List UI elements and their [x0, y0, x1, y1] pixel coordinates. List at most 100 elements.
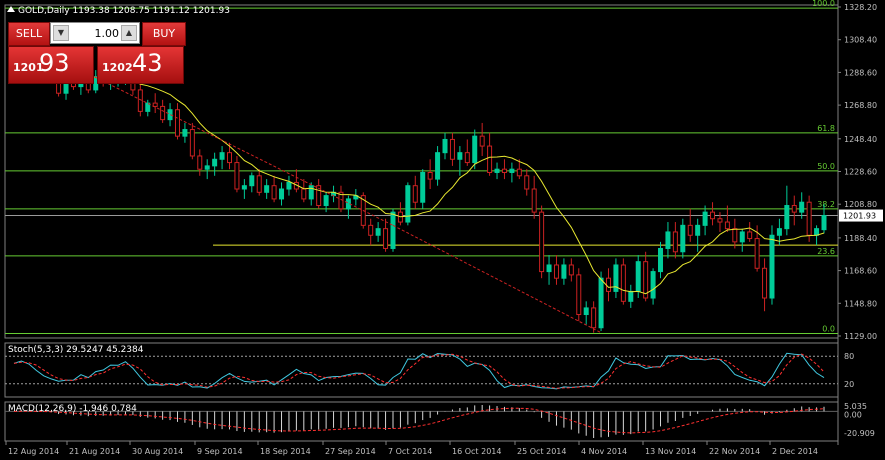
price-axis-label: 1268.80 [844, 101, 877, 110]
candle-body [561, 264, 567, 279]
candle-body [152, 102, 158, 107]
sell-price-quote[interactable]: 1201 93 [8, 46, 94, 84]
candle-body [182, 129, 188, 137]
candle-body [286, 181, 292, 190]
candle-body [212, 158, 218, 167]
candle-body [420, 171, 426, 203]
buy-price-pips: 43 [132, 49, 163, 77]
candle-body [799, 201, 805, 213]
macd-axis-label: 0.00 [844, 410, 862, 419]
candle-body [591, 307, 597, 329]
candle-body [806, 201, 812, 236]
date-axis-label: 9 Sep 2014 [197, 447, 243, 456]
candle-body [271, 185, 277, 200]
candle-body [821, 215, 827, 231]
chart-header: GOLD,Daily 1193.38 1208.75 1191.12 1201.… [18, 6, 230, 16]
candle-body [375, 228, 381, 236]
price-axis-label: 1129.00 [844, 332, 877, 341]
candle-body [249, 175, 255, 187]
candle-body [724, 221, 730, 230]
price-axis-label: 1308.40 [844, 36, 877, 45]
sell-price-prefix: 1201 [13, 61, 44, 74]
candle-body [628, 290, 634, 302]
candle-body [784, 205, 790, 230]
candle-body [791, 205, 797, 213]
candle-body [390, 211, 396, 249]
candle-body [509, 168, 515, 173]
price-axis-label: 1328.20 [844, 3, 877, 12]
candle-body [412, 185, 418, 203]
price-axis-label: 1188.40 [844, 234, 877, 243]
candle-body [204, 165, 210, 170]
collapse-triangle-icon[interactable] [7, 6, 15, 12]
candle-body [323, 195, 329, 207]
trend-line-down-2 [392, 224, 602, 334]
candle-body [710, 211, 716, 220]
candle-body [598, 277, 604, 329]
buy-button[interactable]: BUY [142, 22, 186, 46]
candle-body [435, 152, 441, 180]
candle-body [605, 277, 611, 292]
date-axis-label: 2 Dec 2014 [772, 447, 818, 456]
candle-body [516, 168, 522, 177]
date-axis-label: 27 Sep 2014 [325, 447, 376, 456]
stoch-title: Stoch(5,3,3) 29.5247 45.2384 [8, 345, 144, 355]
candle-body [702, 211, 708, 226]
stoch-signal-line [13, 353, 825, 389]
candle-body [227, 152, 233, 164]
fib-level-label: 23.6 [817, 247, 835, 256]
price-axis-label: 1148.80 [844, 299, 877, 308]
price-axis-label: 1228.60 [844, 168, 877, 177]
candle-body [160, 105, 166, 121]
date-axis-label: 30 Aug 2014 [132, 447, 183, 456]
candle-body [501, 168, 507, 173]
macd-axis-label: 5.035 [844, 402, 867, 411]
stoch-main-line [13, 352, 825, 390]
candle-body [739, 231, 745, 243]
trend-line-down [80, 69, 394, 226]
candle-body [583, 307, 589, 316]
sell-button[interactable]: SELL [8, 22, 50, 46]
macd-signal-line [13, 407, 825, 434]
lot-size-input[interactable] [71, 25, 119, 41]
candle-body [524, 175, 530, 190]
buy-price-quote[interactable]: 1202 43 [97, 46, 184, 84]
candle-body [494, 168, 500, 173]
lot-increase-button[interactable]: ▲ [121, 25, 137, 41]
candle-body [531, 188, 537, 213]
candle-body [487, 145, 493, 173]
candle-body [241, 185, 247, 190]
date-axis-label: 13 Nov 2014 [645, 447, 696, 456]
price-axis-label: 1288.60 [844, 68, 877, 77]
candle-body [776, 228, 782, 236]
candle-body [279, 188, 285, 200]
candle-body [301, 188, 307, 200]
candle-body [137, 89, 143, 112]
candle-body [464, 152, 470, 164]
fib-level-label: 0.0 [822, 325, 835, 334]
date-axis-label: 21 Aug 2014 [69, 447, 120, 456]
candle-body [762, 267, 768, 299]
candle-body [769, 234, 775, 299]
candle-body [695, 224, 701, 236]
candle-body [368, 224, 374, 236]
date-axis-label: 12 Aug 2014 [8, 447, 59, 456]
candle-body [256, 175, 262, 193]
candle-body [658, 247, 664, 273]
candle-body [754, 238, 760, 269]
candle-body [264, 185, 270, 193]
lot-decrease-button[interactable]: ▼ [53, 25, 69, 41]
candle-body [316, 185, 322, 207]
candle-body [145, 102, 151, 112]
date-axis-label: 7 Oct 2014 [388, 447, 432, 456]
lot-size-stepper[interactable]: ▼ ▲ [50, 22, 140, 44]
date-axis-label: 22 Nov 2014 [709, 447, 760, 456]
fib-level-label: 100.0 [812, 0, 835, 8]
fib-level-label: 61.8 [817, 124, 835, 133]
date-axis-label: 18 Sep 2014 [260, 447, 311, 456]
macd-axis-label: -20.909 [844, 429, 875, 438]
candle-body [620, 264, 626, 302]
candle-body [405, 185, 411, 223]
